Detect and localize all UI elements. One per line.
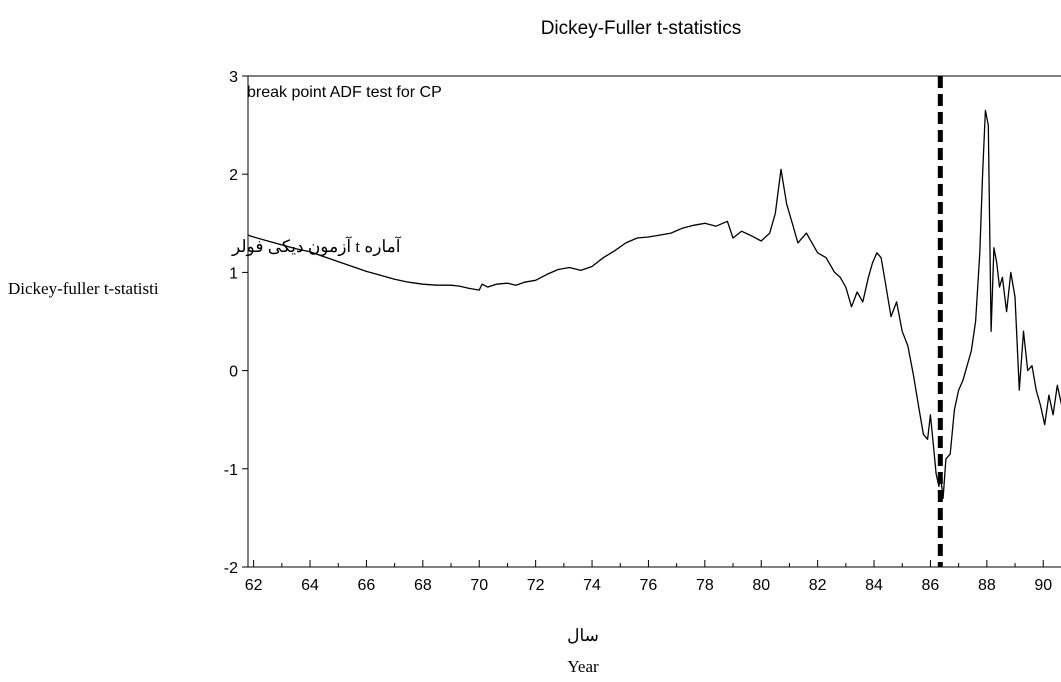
x-axis-label-fa: سال (567, 626, 599, 645)
x-axis-label-en: Year (567, 657, 599, 676)
annotation-text: break point ADF test for CP (247, 84, 442, 101)
y-tick-label: 2 (229, 167, 238, 184)
x-tick-label: 66 (358, 577, 376, 594)
x-tick-label: 78 (696, 577, 714, 594)
y-axis-label-en: Dickey-fuller t-statisti (8, 279, 159, 298)
x-tick-label: 68 (414, 577, 432, 594)
x-tick-label: 70 (470, 577, 488, 594)
series-line (247, 109, 1061, 499)
y-tick-label: -2 (224, 560, 238, 577)
x-tick-label: 64 (301, 577, 319, 594)
x-tick-label: 62 (245, 577, 263, 594)
x-tick-label: 80 (752, 577, 770, 594)
x-tick-label: 76 (640, 577, 658, 594)
x-tick-label: 72 (527, 577, 545, 594)
y-axis: 3 2 1 0 -1 -2 (224, 69, 248, 577)
y-axis-label-fa: آماره t آزمون دیکی فولر (231, 235, 402, 257)
x-axis: 62 64 66 68 70 72 74 76 78 80 82 84 86 88 90 (245, 560, 1052, 594)
y-tick-label: -1 (224, 462, 238, 479)
y-tick-label: 3 (229, 69, 238, 86)
chart-title: Dickey-Fuller t-statistics (541, 18, 742, 39)
x-tick-label: 88 (978, 577, 996, 594)
x-tick-label: 74 (583, 577, 601, 594)
y-tick-label: 1 (229, 265, 238, 282)
y-tick-label: 0 (229, 364, 238, 381)
plot-frame (247, 75, 1061, 568)
x-tick-label: 82 (809, 577, 827, 594)
x-tick-label: 86 (922, 577, 940, 594)
x-tick-label: 84 (865, 577, 883, 594)
x-tick-label: 90 (1034, 577, 1052, 594)
